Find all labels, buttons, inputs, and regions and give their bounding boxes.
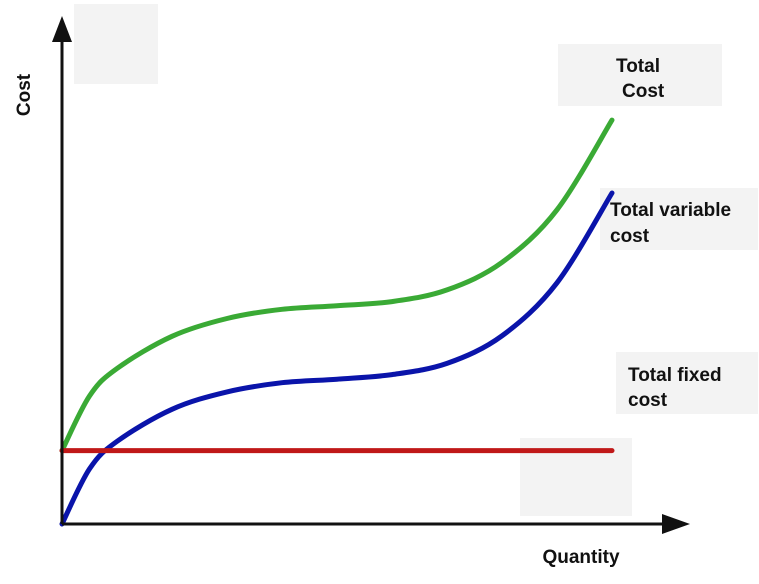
total-cost-label-line2: Cost [622, 81, 665, 102]
total-variable-cost-curve [59, 190, 615, 527]
blank-backdrop-top [74, 4, 158, 84]
total-cost-label-line1: Total [616, 56, 660, 77]
y-axis-label: Cost [14, 73, 35, 116]
tfc-label-backdrop [616, 352, 758, 414]
x-axis-arrowhead [662, 514, 690, 534]
total-fixed-cost-label-line2: cost [628, 390, 668, 411]
series-layer [59, 117, 615, 527]
total-variable-cost-label-line1: Total variable [610, 200, 731, 221]
x-axis-label: Quantity [542, 547, 619, 568]
total-fixed-cost-label-line1: Total fixed [628, 365, 722, 386]
total-cost-curve [59, 117, 615, 454]
tvc-label-backdrop [600, 188, 758, 250]
y-axis-arrowhead [52, 16, 72, 42]
tc-label-backdrop [558, 44, 722, 106]
total-variable-cost-label-line2: cost [610, 226, 650, 247]
